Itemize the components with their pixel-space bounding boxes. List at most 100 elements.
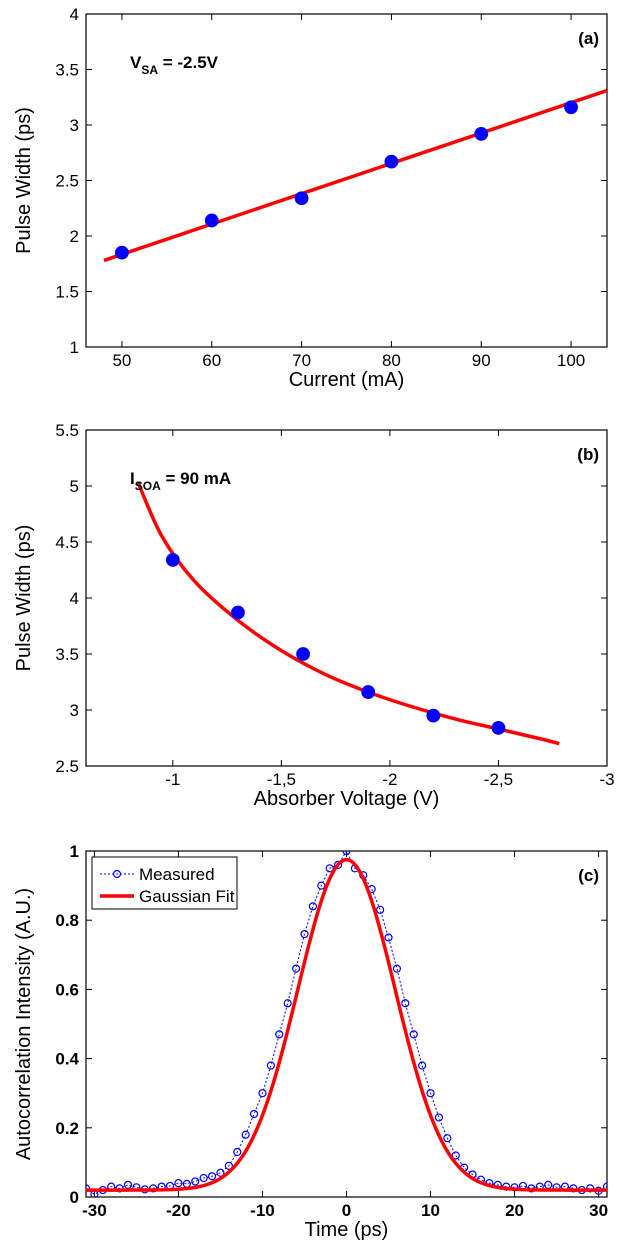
measured-point bbox=[451, 1151, 460, 1160]
y-tick-label: 3 bbox=[70, 116, 79, 135]
measured-point bbox=[602, 1182, 607, 1191]
measured-point bbox=[434, 1113, 444, 1122]
data-point bbox=[294, 191, 309, 206]
y-tick-label: 0 bbox=[70, 1188, 79, 1207]
measured-point bbox=[308, 902, 317, 911]
measured-point bbox=[443, 1134, 452, 1143]
data-point bbox=[564, 100, 578, 115]
y-tick-label: 5 bbox=[70, 477, 79, 496]
measured-point bbox=[275, 1030, 284, 1039]
y-tick-label: 1 bbox=[70, 842, 79, 861]
measured-point bbox=[207, 1172, 217, 1181]
condition-annotation: ISOA = 90 mA bbox=[130, 469, 231, 493]
x-tick-label: 0 bbox=[342, 1201, 351, 1220]
panel-b-chart: -1 -1,5 -2 -2,5 -3 2.5 3 3.5 4 4.5 5 5.5 Absorber Vo… bbox=[13, 421, 615, 810]
y-tick-label: 3.5 bbox=[55, 645, 79, 664]
y-tick-label: 0.2 bbox=[55, 1119, 79, 1138]
measured-point bbox=[392, 964, 402, 973]
y-tick-label: 4 bbox=[70, 589, 79, 608]
panel-label: (b) bbox=[577, 445, 599, 464]
data-point bbox=[204, 213, 219, 228]
x-tick-label: -1 bbox=[165, 770, 180, 789]
fit-line bbox=[136, 481, 560, 746]
data-point bbox=[296, 647, 310, 661]
plot-data bbox=[86, 851, 607, 1197]
x-tick-label: 20 bbox=[505, 1201, 524, 1220]
annotation-value: = -2.5V bbox=[158, 53, 219, 72]
measured-point bbox=[216, 1168, 225, 1177]
y-tick-label: 1.5 bbox=[55, 283, 79, 302]
measured-point bbox=[233, 1147, 242, 1157]
data-point bbox=[491, 721, 506, 735]
panel-label: (c) bbox=[578, 866, 599, 885]
measured-point bbox=[266, 1061, 275, 1070]
measured-point bbox=[241, 1130, 250, 1139]
data-point bbox=[384, 154, 399, 169]
measured-point bbox=[191, 1177, 200, 1186]
x-tick-label: 10 bbox=[421, 1201, 440, 1220]
y-tick-label: 3 bbox=[70, 701, 79, 720]
legend-entry-fit: Gaussian Fit bbox=[139, 887, 235, 906]
x-tick-label: -3 bbox=[599, 770, 614, 789]
x-tick-label: 100 bbox=[557, 351, 585, 370]
x-axis-label: Absorber Voltage (V) bbox=[254, 788, 440, 810]
annotation-value: = 90 mA bbox=[161, 469, 231, 488]
y-tick-label: 2.5 bbox=[55, 172, 79, 191]
data-point bbox=[474, 126, 489, 141]
x-tick-label: -10 bbox=[250, 1201, 275, 1220]
y-tick-label: 3.5 bbox=[55, 61, 79, 80]
x-tick-label: 70 bbox=[292, 351, 311, 370]
y-tick-label: 0.8 bbox=[55, 911, 79, 930]
y-tick-label: 5.5 bbox=[55, 421, 79, 440]
y-axis-label: Autocorrelation Intensity (A.U.) bbox=[13, 888, 35, 1160]
legend-box bbox=[91, 856, 238, 910]
measured-point bbox=[333, 860, 343, 869]
measured-point bbox=[409, 1030, 418, 1039]
y-axis-label: Pulse Width (ps) bbox=[13, 525, 35, 672]
x-tick-label: -2 bbox=[382, 770, 397, 789]
x-tick-label: 80 bbox=[382, 351, 401, 370]
condition-annotation: VSA = -2.5V bbox=[130, 53, 219, 77]
x-tick-label: 60 bbox=[202, 351, 221, 370]
plot-data bbox=[103, 88, 607, 263]
measured-point bbox=[317, 881, 326, 890]
x-tick-label: -1,5 bbox=[267, 770, 296, 789]
measured-point bbox=[384, 933, 393, 942]
panel-c-chart: -30 -20 -10 0 10 20 30 0 0.2 0.4 0.6 0.8 1 Time (ps) A… bbox=[13, 842, 608, 1241]
measured-point bbox=[426, 1089, 435, 1098]
y-tick-label: 2.5 bbox=[55, 757, 79, 776]
panel-label: (a) bbox=[578, 29, 599, 48]
x-tick-label: -20 bbox=[166, 1201, 191, 1220]
panel-a-chart: 50 60 70 80 90 100 1 1.5 2 2.5 3 3.5 4 Current (mA) Pu… bbox=[13, 5, 608, 391]
x-tick-label: 90 bbox=[472, 351, 491, 370]
measured-point bbox=[300, 929, 309, 939]
data-point bbox=[426, 708, 441, 723]
x-axis-label: Time (ps) bbox=[305, 1219, 389, 1241]
measured-point bbox=[283, 999, 292, 1008]
legend-measured-marker bbox=[112, 869, 122, 879]
data-point bbox=[361, 685, 376, 699]
x-tick-label: -30 bbox=[82, 1201, 107, 1220]
y-tick-label: 0.6 bbox=[55, 980, 79, 999]
measured-point bbox=[174, 1179, 183, 1188]
fit-line bbox=[103, 88, 607, 263]
measured-point bbox=[123, 1180, 133, 1189]
measured-point bbox=[258, 1089, 267, 1098]
measured-point bbox=[199, 1173, 208, 1183]
y-tick-label: 4.5 bbox=[55, 533, 79, 552]
data-point bbox=[115, 245, 129, 260]
measured-point bbox=[249, 1109, 259, 1119]
data-point bbox=[165, 553, 180, 567]
x-tick-label: 50 bbox=[112, 351, 131, 370]
legend-entry-measured: Measured bbox=[139, 865, 215, 884]
measured-point bbox=[224, 1161, 233, 1170]
x-tick-label: 30 bbox=[589, 1201, 608, 1220]
measured-point bbox=[342, 851, 351, 856]
measured-point bbox=[418, 1061, 427, 1070]
plot-data bbox=[136, 481, 560, 746]
y-tick-label: 4 bbox=[70, 5, 79, 24]
annotation-subscript: SOA bbox=[135, 479, 161, 493]
measured-point bbox=[376, 905, 385, 914]
y-tick-label: 0.4 bbox=[55, 1050, 79, 1069]
